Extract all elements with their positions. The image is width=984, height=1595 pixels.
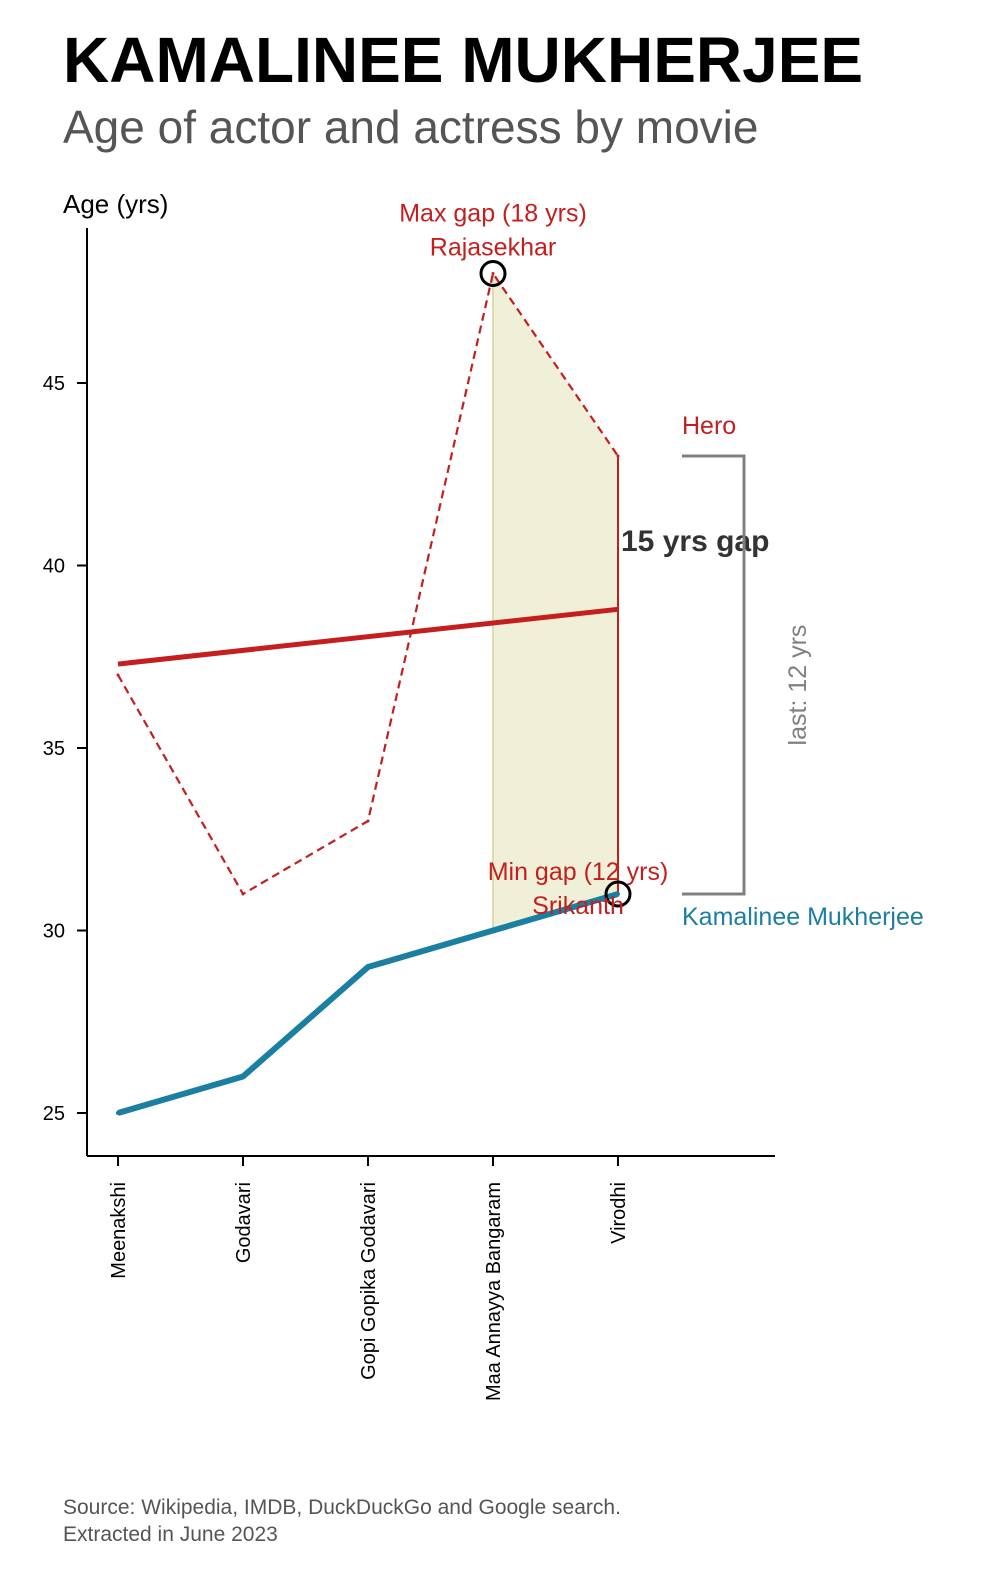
y-axis-label: Age (yrs)	[63, 189, 168, 219]
actress-age-point	[366, 965, 370, 969]
hero-age-point	[116, 673, 120, 677]
y-tick-label: 30	[43, 921, 65, 943]
x-tick-label: Godavari	[233, 1182, 255, 1263]
hero-age-point	[366, 819, 370, 823]
x-tick-label: Gopi Gopika Godavari	[358, 1182, 380, 1380]
max-gap-hero-name: Rajasekhar	[430, 234, 556, 262]
min-gap-marker	[604, 880, 632, 908]
hero-trend-line	[117, 606, 619, 667]
actress-series-label: Kamalinee Mukherjee	[682, 903, 924, 931]
plot-area: 25 30 35 40 45 Meenakshi Godavari Gopi Gopika G…	[43, 200, 924, 1402]
max-gap-marker	[479, 260, 507, 287]
chart-subtitle: Age of actor and actress by movie	[63, 101, 758, 153]
chart-title: KAMALINEE MUKHERJEE	[63, 24, 863, 96]
x-tick-label: Virodhi	[608, 1182, 630, 1244]
actress-age-point	[491, 928, 495, 933]
x-tick-label: Maa Annayya Bangaram	[483, 1182, 505, 1401]
source-line-1: Source: Wikipedia, IMDB, DuckDuckGo and …	[63, 1496, 621, 1519]
min-gap-label: Min gap (12 yrs)	[488, 858, 669, 886]
y-tick-label: 40	[43, 556, 65, 578]
hero-age-point	[241, 892, 245, 896]
gap-shade-area	[493, 273, 618, 931]
last-gap-label: last: 12 yrs	[784, 625, 812, 746]
hero-age-point	[491, 272, 495, 275]
actress-age-line	[117, 891, 619, 1116]
current-gap-label: 15 yrs gap	[621, 525, 769, 558]
actress-age-point	[241, 1074, 245, 1079]
actress-age-point	[116, 1111, 120, 1115]
last-gap-bracket	[682, 454, 746, 896]
actress-age-point	[616, 892, 620, 896]
y-tick-label: 45	[43, 373, 65, 395]
min-gap-hero-name: Srikanth	[532, 892, 624, 920]
source-line-2: Extracted in June 2023	[63, 1523, 278, 1546]
x-tick-label: Meenakshi	[108, 1182, 130, 1279]
max-gap-label: Max gap (18 yrs)	[399, 200, 587, 228]
hero-series-label: Hero	[682, 412, 736, 440]
y-tick-label: 35	[43, 738, 65, 760]
y-tick-label: 25	[43, 1103, 65, 1125]
